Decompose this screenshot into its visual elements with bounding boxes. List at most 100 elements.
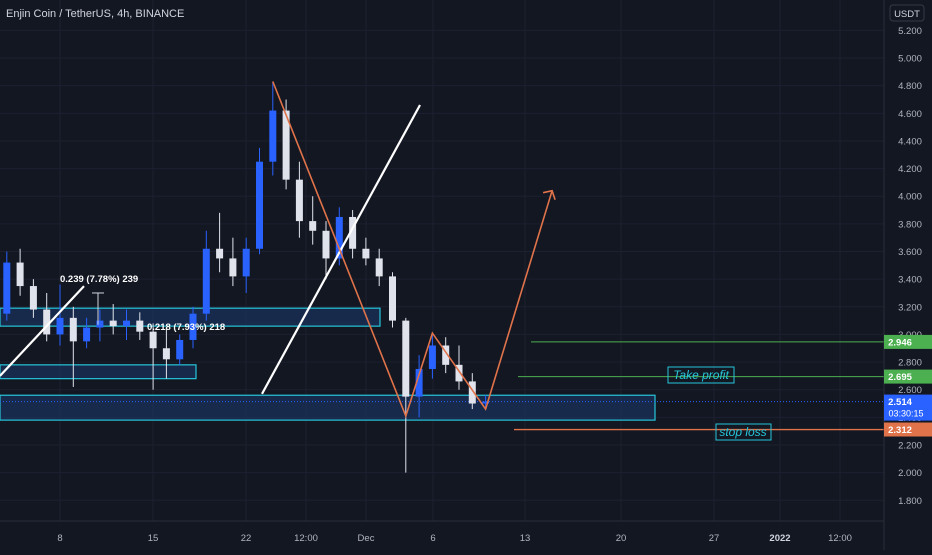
take-profit-label: Take profit xyxy=(673,368,729,382)
y-tick-label: 5.000 xyxy=(898,54,922,65)
x-tick-label: 27 xyxy=(709,533,720,544)
candle-body xyxy=(402,320,410,397)
candle-body xyxy=(389,276,396,321)
candle xyxy=(149,323,157,390)
candle xyxy=(189,306,197,349)
candle xyxy=(362,237,370,266)
y-tick-label: 2.200 xyxy=(898,440,922,451)
y-tick-label: 4.400 xyxy=(898,136,922,147)
candle-body xyxy=(96,320,104,328)
candle-body xyxy=(216,248,224,259)
chart-title: Enjin Coin / TetherUS, 4h, BINANCE xyxy=(6,8,184,20)
candle-body xyxy=(123,320,130,327)
candle xyxy=(43,292,51,342)
candle-body xyxy=(335,216,343,259)
y-tick-label: 2.600 xyxy=(898,385,922,396)
candle-body xyxy=(3,262,11,314)
candle xyxy=(295,161,303,238)
candle-body xyxy=(189,313,197,340)
price-countdown: 03:30:15 xyxy=(888,409,923,419)
candle-body xyxy=(242,248,250,277)
take-profit-box xyxy=(667,366,735,384)
candle-body xyxy=(468,381,476,404)
price-tag-text: 2.695 xyxy=(888,372,912,383)
price-tag-target xyxy=(884,334,932,349)
candle xyxy=(136,312,144,340)
x-tick-label: 20 xyxy=(616,533,627,544)
currency-label: USDT xyxy=(894,9,920,20)
candle xyxy=(109,304,117,335)
currency-badge[interactable] xyxy=(889,4,925,22)
candle xyxy=(442,337,450,374)
price-axis: 5.200 5.000 4.800 4.600 4.400 4.200 4.000 3.800… xyxy=(883,0,922,550)
candles xyxy=(3,81,490,473)
y-tick-label: 3.400 xyxy=(898,275,922,286)
candle-body xyxy=(295,179,303,222)
y-tick-label: 2.800 xyxy=(898,358,922,369)
candle xyxy=(349,210,357,259)
candle xyxy=(69,306,77,387)
guide-lines xyxy=(0,341,884,431)
candle-body xyxy=(442,345,450,365)
candle-body xyxy=(269,110,277,162)
drawings xyxy=(0,81,556,419)
stop-loss-box xyxy=(715,423,772,441)
support-zone xyxy=(0,394,656,421)
candle-body xyxy=(482,401,490,404)
y-tick-label: 5.200 xyxy=(898,26,922,37)
candle-body xyxy=(375,258,383,277)
candle-body xyxy=(176,339,184,360)
candle xyxy=(309,196,317,245)
candle-body xyxy=(349,216,357,249)
y-tick-label: 3.600 xyxy=(898,247,922,258)
x-tick-label: 13 xyxy=(520,533,531,544)
candle xyxy=(83,317,91,349)
y-tick-label: 3.200 xyxy=(898,302,922,313)
candle xyxy=(16,248,24,296)
price-tag-last xyxy=(884,394,932,421)
left-mid-zone xyxy=(0,364,197,380)
time-axis: 8 15 22 12:00 Dec 6 13 20 27 2022 12:00 xyxy=(0,520,884,544)
measure-label-1: 0.239 (7.78%) 239 xyxy=(60,274,138,285)
candle xyxy=(216,212,224,273)
candle-body xyxy=(16,262,24,287)
candle xyxy=(455,345,463,390)
candle-body xyxy=(309,221,317,231)
price-tag-target xyxy=(884,369,932,384)
x-tick-label: 8 xyxy=(57,533,62,544)
y-tick-label: 4.200 xyxy=(898,164,922,175)
candle xyxy=(269,81,277,176)
candle xyxy=(96,309,104,342)
pattern-path xyxy=(272,81,553,419)
candle-body xyxy=(29,286,37,310)
y-tick-label: 1.800 xyxy=(898,496,922,507)
candle xyxy=(29,279,37,318)
y-tick-label: 4.800 xyxy=(898,81,922,92)
x-tick-label: 15 xyxy=(148,533,159,544)
y-tick-label: 3.800 xyxy=(898,219,922,230)
x-tick-label: 12:00 xyxy=(294,533,318,544)
candle-body xyxy=(202,248,210,314)
price-tag-stop xyxy=(884,422,932,437)
arrow-head xyxy=(542,189,556,200)
candle xyxy=(402,317,410,473)
candle xyxy=(202,230,210,321)
candle-body xyxy=(282,110,290,180)
x-tick-label: 22 xyxy=(241,533,252,544)
measure-label-2: 0.218 (7.93%) 218 xyxy=(147,322,225,333)
candle-body xyxy=(229,258,237,277)
candle-body xyxy=(362,248,370,259)
candle xyxy=(162,327,170,379)
y-tick-label: 4.600 xyxy=(898,109,922,120)
candle-body xyxy=(428,345,436,369)
chart-grid xyxy=(0,0,884,521)
trend-line-1 xyxy=(0,285,85,377)
candle xyxy=(335,207,343,266)
candle xyxy=(322,221,330,280)
y-tick-label: 2.000 xyxy=(898,468,922,479)
price-tag-text: 2.514 xyxy=(888,397,912,408)
x-tick-label: Dec xyxy=(358,533,375,544)
